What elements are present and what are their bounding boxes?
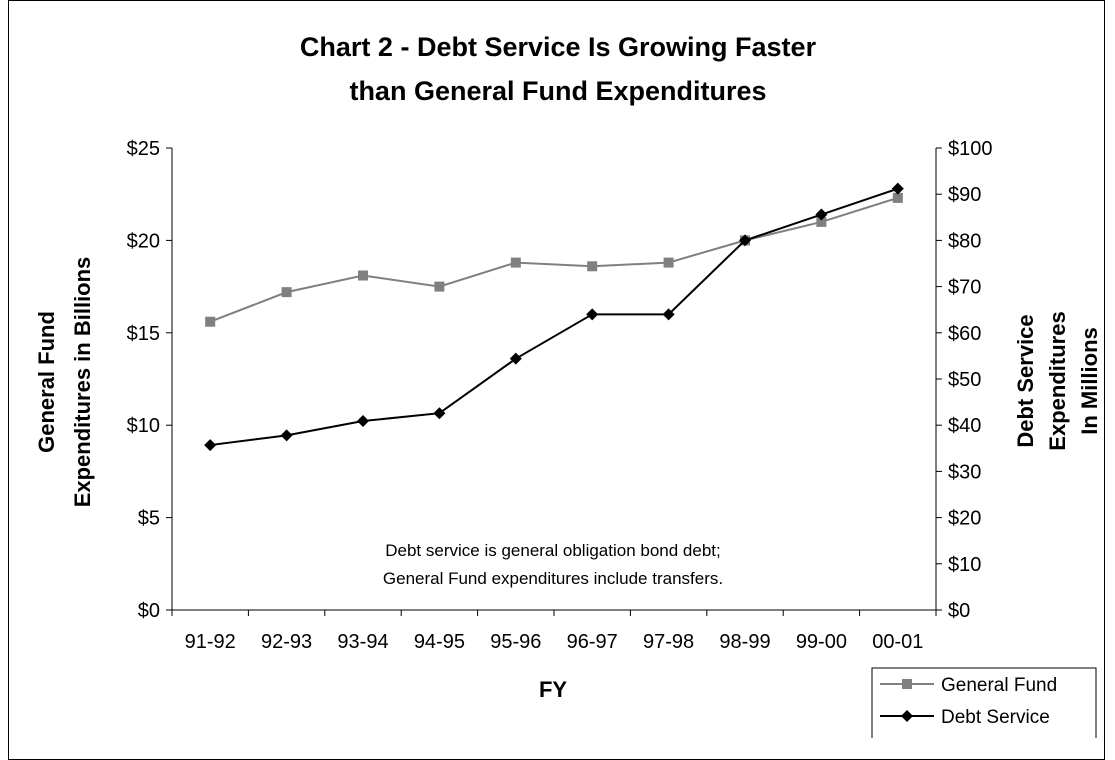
data-point-debt-service <box>357 415 369 428</box>
x-axis-tick-label: 94-95 <box>414 631 465 653</box>
x-axis-tick-label: 97-98 <box>643 631 694 653</box>
data-point-debt-service <box>586 308 599 321</box>
x-axis-tick-label: 98-99 <box>719 631 770 653</box>
legend-debt-service-marker <box>901 710 913 722</box>
data-point-debt-service <box>815 208 828 221</box>
chart-title-line1: Chart 2 - Debt Service Is Growing Faster <box>300 32 817 62</box>
left-axis-tick-label: $0 <box>138 600 160 622</box>
x-axis-tick-label: 95-96 <box>490 631 541 653</box>
x-axis-tick-label: 96-97 <box>567 631 618 653</box>
data-point-general-fund <box>358 270 368 281</box>
right-axis-tick-label: $80 <box>948 230 981 252</box>
left-axis-tick-label: $20 <box>127 230 160 252</box>
annotation-line2: General Fund expenditures include transf… <box>383 569 723 588</box>
right-axis-label-line3: In Millions <box>1077 327 1102 435</box>
data-point-debt-service <box>739 234 751 247</box>
legend-debt-service-label: Debt Service <box>941 707 1050 728</box>
annotation-line1: Debt service is general obligation bond … <box>385 541 721 560</box>
right-axis-label-line1: Debt Service <box>1013 314 1038 447</box>
right-axis-tick-label: $10 <box>948 554 981 576</box>
right-axis-tick-label: $100 <box>948 138 993 160</box>
data-point-general-fund <box>510 257 521 268</box>
left-axis-tick-label: $15 <box>127 323 160 345</box>
data-point-general-fund <box>892 192 903 203</box>
series-line-general-fund <box>209 196 899 323</box>
legend-general-fund-label: General Fund <box>941 675 1057 696</box>
chart-title-line2: than General Fund Expenditures <box>349 76 766 106</box>
series-line-debt-service <box>210 187 899 447</box>
data-point-debt-service <box>662 308 675 321</box>
right-axis-tick-label: $20 <box>948 508 981 530</box>
right-axis-tick-label: $60 <box>948 323 981 345</box>
x-axis-tick-label: 91-92 <box>185 631 236 653</box>
chart: Chart 2 - Debt Service Is Growing Faster… <box>34 32 1102 738</box>
right-axis-tick-label: $40 <box>948 415 981 437</box>
right-axis-tick-label: $30 <box>948 461 981 483</box>
data-point-debt-service <box>280 429 293 442</box>
right-axis-tick-label: $90 <box>948 184 981 206</box>
x-axis-tick-label: 92-93 <box>261 631 312 653</box>
x-axis-tick-label: 99-00 <box>796 631 847 653</box>
plot-area: $0 $5 $10 $15 $20 $25 $0 $10 $20 $30 $40 $50 $60 $70 $… <box>127 138 993 653</box>
data-point-general-fund <box>205 316 216 327</box>
x-axis-label: FY <box>539 677 567 702</box>
data-point-debt-service <box>891 182 904 195</box>
left-axis-tick-label: $5 <box>138 508 160 530</box>
legend: General Fund Debt Service <box>871 667 1097 738</box>
data-point-general-fund <box>816 216 827 227</box>
left-axis-label-line1: General Fund <box>34 311 59 453</box>
legend-general-fund-marker <box>902 679 912 689</box>
right-axis-tick-label: $70 <box>948 277 981 299</box>
data-point-debt-service <box>204 439 217 452</box>
x-axis-tick-label: 00-01 <box>872 631 923 653</box>
data-point-general-fund <box>281 287 292 298</box>
left-axis-label-line2: Expenditures in Billions <box>70 257 95 508</box>
left-axis-tick-label: $25 <box>127 138 160 160</box>
data-point-general-fund <box>434 281 445 292</box>
right-axis-tick-label: $50 <box>948 369 981 391</box>
x-axis-tick-label: 93-94 <box>337 631 388 653</box>
right-axis-tick-label: $0 <box>948 600 970 622</box>
left-axis-tick-label: $10 <box>127 415 160 437</box>
right-axis-label-line2: Expenditures <box>1045 311 1070 450</box>
data-point-general-fund <box>587 261 598 272</box>
data-point-debt-service <box>509 352 522 365</box>
data-point-debt-service <box>433 407 446 420</box>
chart-frame <box>8 0 1105 760</box>
data-point-general-fund <box>663 257 674 268</box>
